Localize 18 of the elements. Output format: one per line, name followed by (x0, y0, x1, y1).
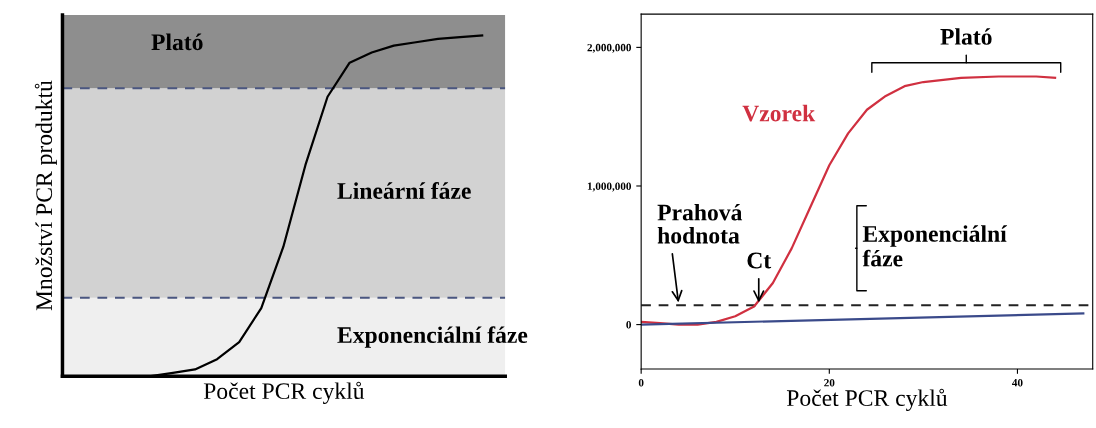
annotation: Plató (940, 28, 992, 45)
band-label: Exponenciální fáze (337, 326, 528, 348)
x-tick-label: 40 (1012, 378, 1023, 387)
band-label: Lineární fáze (337, 182, 471, 199)
band-label: Plató (151, 33, 203, 51)
x-tick-label: 0 (638, 378, 644, 387)
annotation: Ct (747, 252, 772, 269)
y-tick-label: 0 (626, 321, 632, 329)
series-label: Vzorek (742, 104, 816, 122)
line-series (641, 75, 1057, 326)
x-tick-label: 20 (824, 378, 835, 387)
x-axis-title: Počet PCR cyklů (203, 381, 365, 404)
y-axis-title: Množství PCR produktů (34, 80, 57, 311)
y-tick-label: 1,000,000 (587, 182, 632, 192)
x-axis-title: Počet PCR cyklů (786, 388, 948, 411)
annotation: Exponenciální fáze (862, 225, 1008, 267)
annotation: Prahová hodnota (657, 203, 743, 244)
y-tick-label: 2,000,000 (587, 43, 632, 53)
